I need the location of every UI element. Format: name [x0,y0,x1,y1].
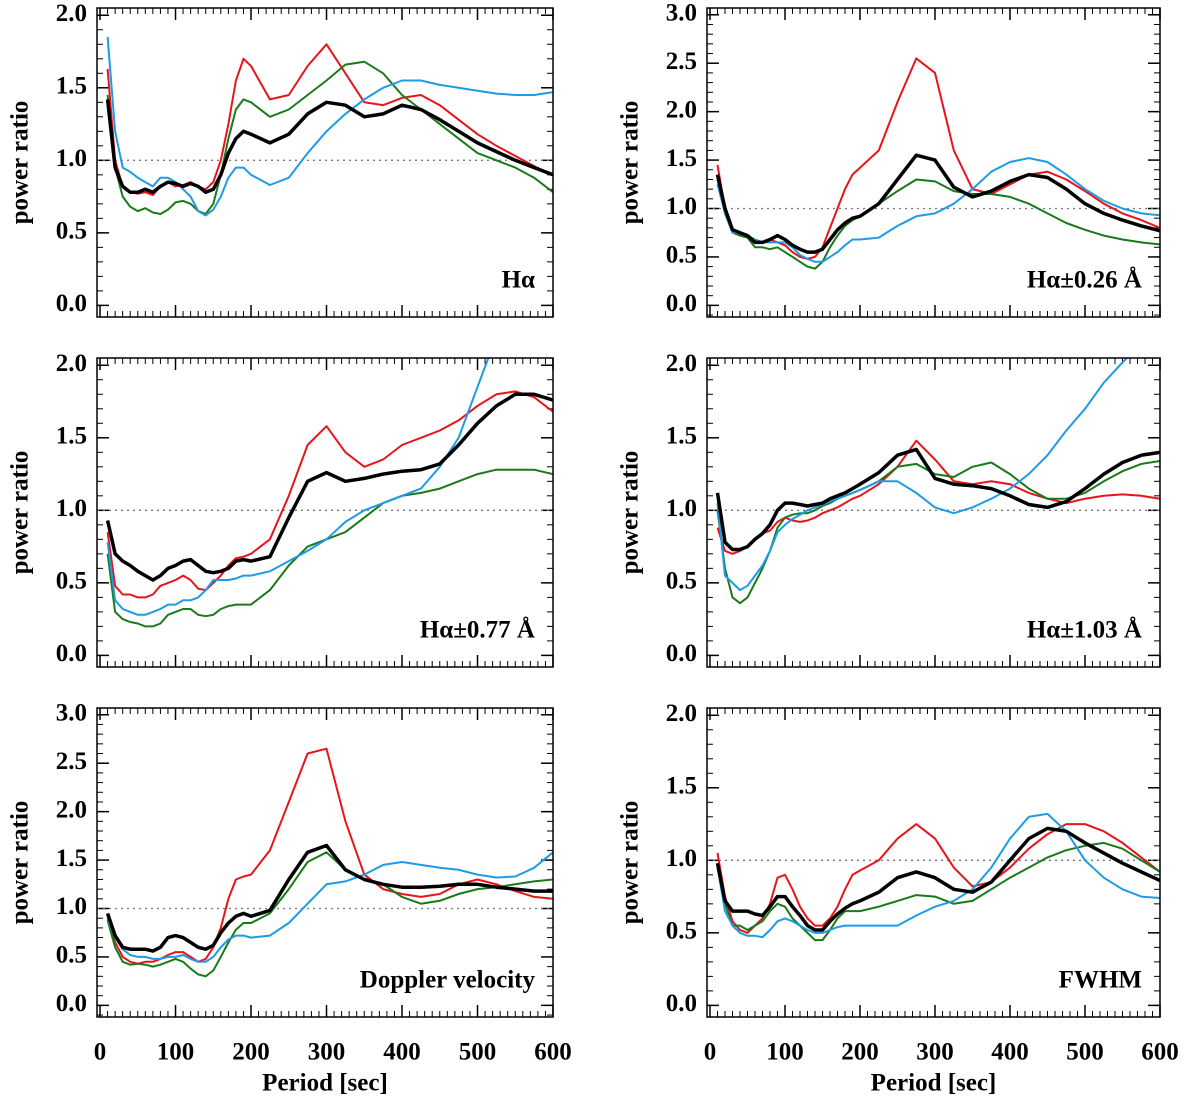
y-axis-label: power ratio [617,801,644,925]
y-axis-label: power ratio [617,451,644,575]
plot-frame [706,357,1161,668]
y-axis-label: power ratio [617,101,644,225]
y-tick-label: 0.5 [56,568,87,595]
y-tick-label: 1.0 [56,893,87,920]
y-tick-label: 2.0 [56,0,87,27]
panel: 0.0 0.5 1.0 1.5 2.0 Hα power ratio [7,0,554,318]
y-axis-label: power ratio [7,101,34,225]
x-tick-label: 100 [157,1039,195,1066]
series-line [105,99,553,194]
x-tick-label: 500 [1066,1039,1104,1066]
y-tick-label: 1.5 [56,845,87,872]
x-axis-label: Period [sec] [871,1070,997,1097]
series-line [106,43,553,197]
y-tick-label: 2.5 [666,48,697,75]
y-axis-label: power ratio [7,801,34,925]
series-line [716,439,1160,555]
series-line [716,823,1160,934]
x-tick-label: 600 [1141,1039,1179,1066]
series-line [106,851,553,978]
series-line [716,178,1160,270]
y-tick-label: 2.0 [666,96,697,123]
series-line [105,392,553,582]
x-axis-label: Period [sec] [262,1070,388,1097]
x-tick-label: 400 [383,1039,421,1066]
y-tick-label: 0.5 [666,242,697,269]
series-line [106,851,553,963]
panel: 0 100 200 300 400 500 600 0.0 0.5 1.0 1.5 2.0 FWHM po… [617,700,1179,1097]
annotation: Hα±1.03 Å [1027,616,1142,644]
x-tick-label: 600 [534,1039,572,1066]
annotation: Hα±0.77 Å [420,616,535,644]
series-line [106,468,553,628]
annotation: FWHM [1059,967,1142,994]
y-tick-label: 0.0 [56,990,87,1017]
y-tick-label: 0.5 [666,568,697,595]
y-tick-label: 2.0 [666,700,697,727]
y-tick-label: 1.5 [56,423,87,450]
y-tick-label: 2.5 [56,748,87,775]
panel: 0.0 0.5 1.0 1.5 2.0 2.5 3.0 Hα±0.26 Å power rati… [617,0,1161,318]
y-axis-label: power ratio [7,451,34,575]
x-tick-label: 0 [704,1039,717,1066]
y-tick-label: 0.5 [56,218,87,245]
annotation: Hα±0.26 Å [1027,266,1142,294]
series-line [715,447,1160,552]
series-line [716,358,1129,592]
y-tick-label: 1.5 [56,73,87,100]
y-tick-label: 0.0 [666,290,697,317]
y-tick-label: 0.5 [666,918,697,945]
y-tick-label: 1.0 [666,495,697,522]
x-tick-label: 200 [841,1039,879,1066]
x-tick-label: 0 [94,1039,107,1066]
y-tick-label: 0.0 [56,640,87,667]
y-tick-label: 2.0 [666,350,697,377]
x-tick-label: 100 [766,1039,804,1066]
panel: 0.0 0.5 1.0 1.5 2.0 Hα±0.77 Å power ratio [7,350,554,668]
y-tick-label: 1.5 [666,423,697,450]
series-line [105,843,553,953]
y-tick-label: 1.5 [666,145,697,172]
y-tick-label: 1.0 [666,845,697,872]
x-tick-label: 200 [232,1039,270,1066]
series-line [106,747,553,965]
series-line [716,812,1160,939]
y-tick-label: 1.0 [666,193,697,220]
series-line [106,36,553,217]
x-tick-label: 500 [459,1039,497,1066]
series-line [715,153,1160,254]
panel: 0 100 200 300 400 500 600 0.0 0.5 1.0 1.5 2.0 2.5 3.0… [7,700,572,1097]
plot-frame [96,7,554,318]
plot-frame [96,707,554,1018]
y-tick-label: 0.0 [666,640,697,667]
annotation: Doppler velocity [360,967,536,994]
x-tick-label: 300 [308,1039,346,1066]
series-line [715,826,1160,932]
series-line [716,841,1160,942]
y-tick-label: 0.5 [56,942,87,969]
y-tick-label: 0.0 [56,290,87,317]
y-tick-label: 1.0 [56,495,87,522]
y-tick-label: 2.0 [56,796,87,823]
plot-frame [706,7,1161,318]
y-tick-label: 2.0 [56,350,87,377]
series-line [106,60,553,215]
y-tick-label: 0.0 [666,990,697,1017]
y-tick-label: 1.0 [56,145,87,172]
panel: 0.0 0.5 1.0 1.5 2.0 Hα±1.03 Å power ratio [617,350,1161,668]
series-line [106,390,553,599]
plot-frame [96,357,554,668]
y-tick-label: 3.0 [56,700,87,727]
series-line [716,57,1160,260]
annotation: Hα [502,267,535,294]
y-tick-label: 3.0 [666,0,697,27]
y-tick-label: 1.5 [666,773,697,800]
x-tick-label: 300 [916,1039,954,1066]
plot-frame [706,707,1161,1018]
x-tick-label: 400 [991,1039,1029,1066]
